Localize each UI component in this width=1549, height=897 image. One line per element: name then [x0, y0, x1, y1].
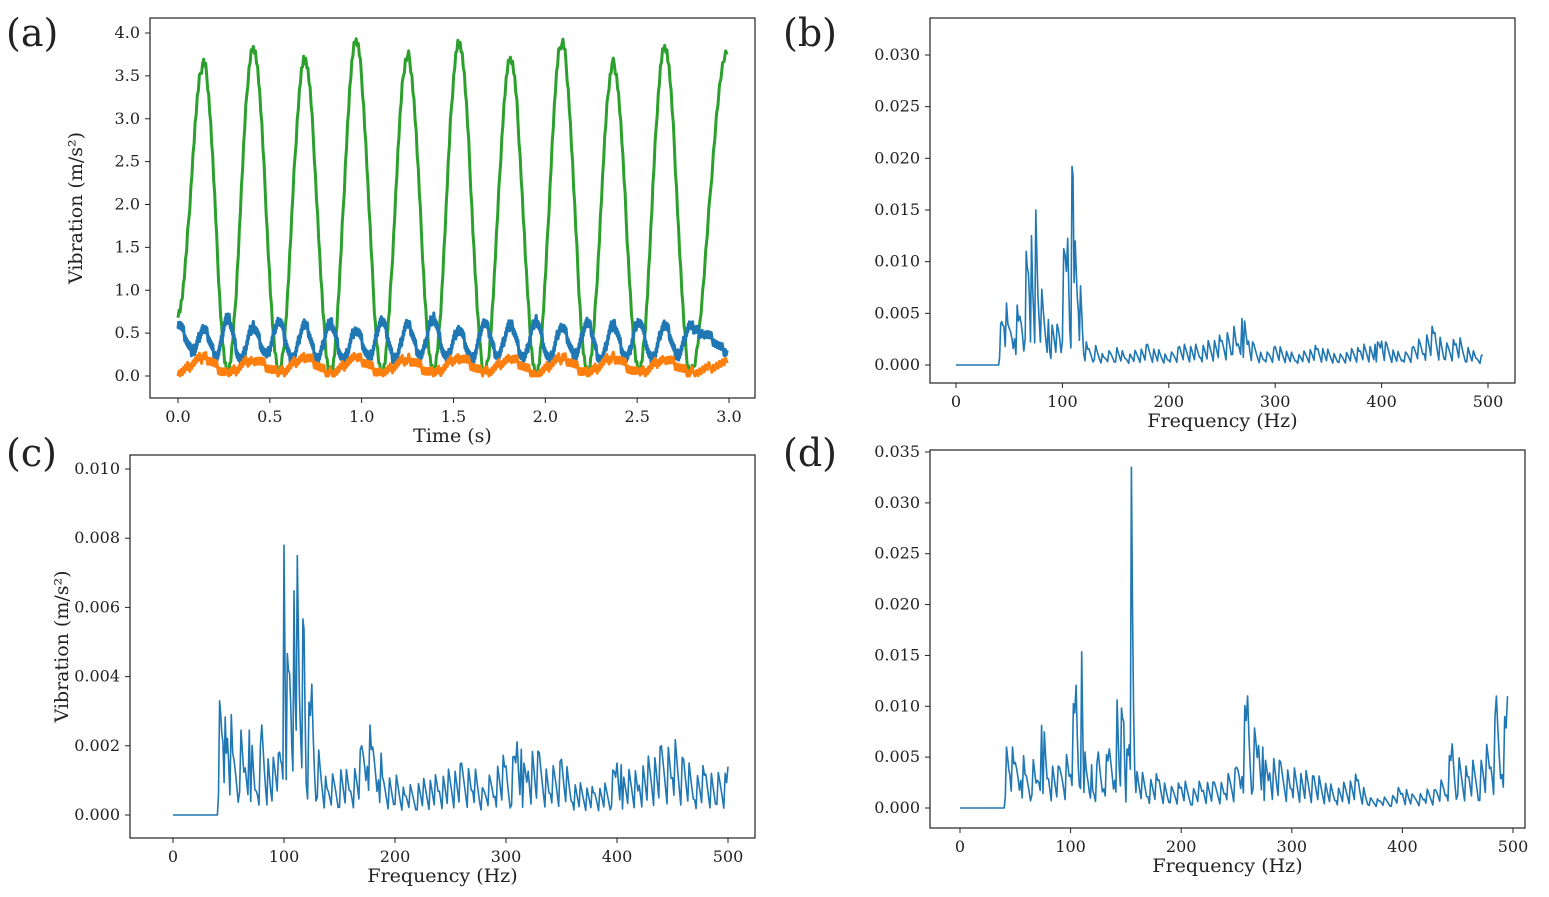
x-tick-label: 200 [380, 847, 411, 866]
y-tick-label: 0.0 [115, 366, 140, 385]
y-tick-label: 2.5 [115, 152, 140, 171]
y-tick-label: 0.000 [874, 355, 920, 374]
series-line-1 [956, 165, 1484, 366]
x-tick-label: 0 [955, 837, 965, 856]
y-tick-label: 0.010 [874, 252, 920, 271]
series-line-1 [960, 466, 1509, 809]
y-tick-label: 0.010 [874, 696, 920, 715]
y-tick-label: 0.025 [874, 544, 920, 563]
x-axis-label: Frequency (Hz) [367, 865, 517, 887]
x-tick-label: 0.0 [165, 407, 190, 426]
y-tick-label: 0.010 [74, 459, 120, 478]
axes-frame [929, 449, 1526, 829]
y-tick-label: 0.025 [874, 97, 920, 116]
y-tick-label: 3.5 [115, 66, 140, 85]
x-tick-label: 300 [1260, 392, 1291, 411]
axes-frame [929, 17, 1516, 384]
x-tick-label: 0 [951, 392, 961, 411]
x-tick-label: 1.0 [349, 407, 374, 426]
chart-panel-3: (c) 0 100 200 300 400 500 0.000 0.002 0.004 0.006 0… [6, 431, 756, 887]
series-line-1 [176, 37, 729, 378]
y-tick-label: 0.000 [74, 805, 120, 824]
x-tick-label: 200 [1166, 837, 1197, 856]
x-tick-label: 0 [168, 847, 178, 866]
y-tick-label: 0.035 [874, 442, 920, 461]
y-tick-label: 1.0 [115, 280, 140, 299]
y-tick-label: 4.0 [115, 23, 140, 42]
series-line-1 [173, 544, 729, 816]
y-tick-label: 2.0 [115, 195, 140, 214]
y-tick-label: 0.020 [874, 148, 920, 167]
x-tick-label: 2.0 [533, 407, 558, 426]
x-tick-label: 500 [1498, 837, 1529, 856]
x-tick-label: 100 [1055, 837, 1086, 856]
y-tick-label: 0.030 [874, 45, 920, 64]
x-tick-label: 0.5 [257, 407, 282, 426]
y-tick-label: 0.006 [74, 597, 120, 616]
x-tick-label: 500 [1473, 392, 1504, 411]
y-axis-label: Vibration (m/s²) [51, 570, 73, 723]
x-tick-label: 100 [1047, 392, 1078, 411]
y-tick-label: 0.015 [874, 645, 920, 664]
x-axis-label: Time (s) [413, 425, 492, 447]
panel-letter: (b) [783, 11, 837, 55]
x-tick-label: 500 [713, 847, 744, 866]
y-tick-label: 0.015 [874, 200, 920, 219]
y-tick-label: 0.002 [74, 736, 120, 755]
x-tick-label: 2.5 [624, 407, 649, 426]
x-tick-label: 400 [1366, 392, 1397, 411]
series-line-3 [176, 350, 729, 378]
x-tick-label: 400 [1387, 837, 1418, 856]
x-tick-label: 300 [1277, 837, 1308, 856]
x-tick-label: 400 [602, 847, 633, 866]
panel-letter: (d) [783, 431, 837, 475]
x-tick-label: 1.5 [441, 407, 466, 426]
y-tick-label: 0.020 [874, 595, 920, 614]
y-tick-label: 0.005 [874, 303, 920, 322]
x-tick-label: 100 [269, 847, 300, 866]
y-tick-label: 0.030 [874, 493, 920, 512]
x-tick-label: 200 [1154, 392, 1185, 411]
axes-frame [149, 17, 756, 399]
panel-letter: (a) [6, 11, 58, 55]
x-tick-label: 3.0 [716, 407, 741, 426]
y-axis-label: Vibration (m/s²) [65, 132, 87, 285]
y-tick-label: 0.000 [874, 798, 920, 817]
x-tick-label: 300 [491, 847, 522, 866]
y-tick-label: 0.004 [74, 667, 120, 686]
y-tick-label: 3.0 [115, 109, 140, 128]
panel-letter: (c) [6, 431, 57, 475]
chart-panel-2: (b) 0 100 200 300 400 500 0.000 0.005 0.010 0.015 0… [783, 11, 1516, 432]
y-tick-label: 1.5 [115, 237, 140, 256]
y-tick-label: 0.5 [115, 323, 140, 342]
x-axis-label: Frequency (Hz) [1147, 410, 1297, 432]
x-axis-label: Frequency (Hz) [1152, 855, 1302, 877]
y-tick-label: 0.005 [874, 747, 920, 766]
chart-panel-4: (d) 0 100 200 300 400 500 0.000 0.005 0.010 0.015 0… [783, 431, 1528, 877]
axes-frame [129, 454, 756, 839]
y-tick-label: 0.008 [74, 528, 120, 547]
chart-panel-1: (a) 0.0 0.5 1.0 1.5 2.0 2.5 3.0 0.0 0.5 1.0 1.5 2.0 2… [6, 11, 756, 447]
